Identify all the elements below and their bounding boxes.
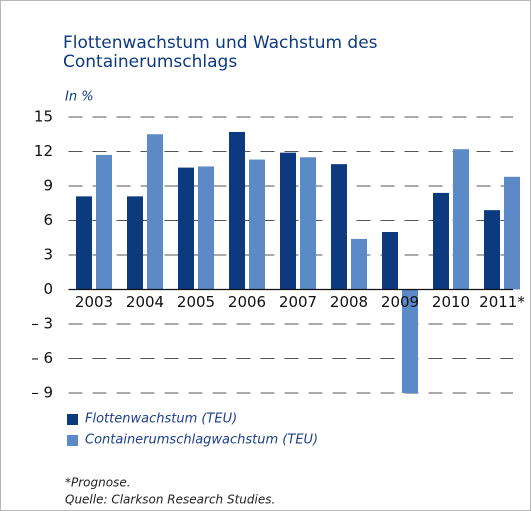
x-tick-label: 2008 [330, 293, 368, 311]
y-tick-label: 3 [43, 246, 53, 264]
bar [147, 134, 163, 290]
y-tick-label: – 6 [31, 349, 53, 367]
footnote: Quelle: Clarkson Research Studies. [65, 493, 275, 507]
bar [402, 289, 418, 393]
x-tick-label: 2011* [479, 293, 525, 311]
bar [280, 152, 296, 290]
legend-swatch [67, 414, 78, 425]
y-tick-label: 0 [43, 280, 53, 298]
x-tick-label: 2003 [75, 293, 113, 311]
y-tick-label: 6 [43, 211, 53, 229]
y-tick-label: – 3 [31, 315, 53, 333]
bar [300, 157, 316, 290]
x-tick-label: 2007 [279, 293, 317, 311]
bar [229, 131, 245, 290]
bar [96, 154, 112, 290]
footnote: *Prognose. [65, 476, 131, 490]
bar [382, 232, 398, 290]
legend-swatch [67, 435, 78, 446]
legend-label: Flottenwachstum (TEU) [85, 412, 237, 427]
bar [331, 164, 347, 290]
y-tick-label: 12 [34, 142, 53, 160]
bar [127, 196, 143, 290]
x-tick-label: 2006 [228, 293, 266, 311]
bar [433, 192, 449, 290]
x-tick-label: 2009 [381, 293, 419, 311]
bar [76, 196, 92, 290]
bar [504, 176, 520, 290]
x-tick-label: 2004 [126, 293, 164, 311]
chart-title: Flottenwachstum und Wachstum des Contain… [63, 33, 378, 72]
x-tick-label: 2005 [177, 293, 215, 311]
legend-label: Containerumschlagwachstum (TEU) [85, 433, 318, 448]
bar [178, 167, 194, 290]
y-tick-label: 15 [34, 108, 53, 126]
bar [351, 238, 367, 290]
x-tick-label: 2010 [432, 293, 470, 311]
bar [198, 166, 214, 290]
bar [453, 149, 469, 290]
y-tick-label: – 9 [31, 384, 53, 402]
chart-subtitle: In % [65, 90, 94, 105]
bar [484, 210, 500, 290]
bar [249, 159, 265, 290]
y-tick-label: 9 [43, 177, 53, 195]
